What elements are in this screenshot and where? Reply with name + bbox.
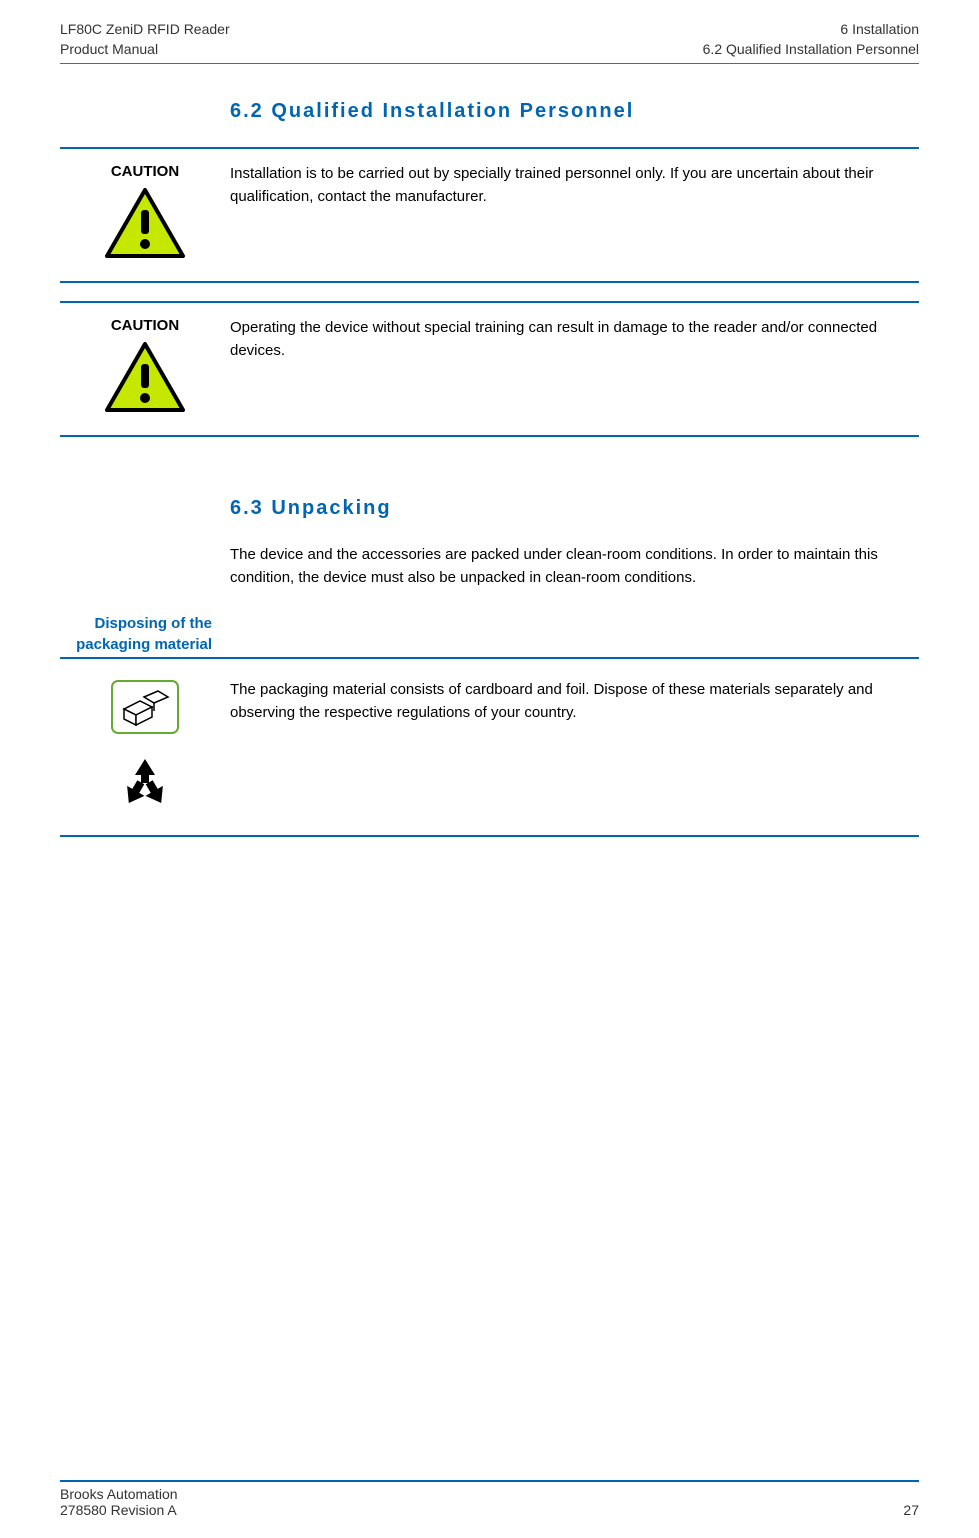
caution-label-2: CAUTION	[60, 317, 230, 334]
caution-block-2: CAUTION Operating the device without spe…	[60, 301, 919, 437]
header-rule	[60, 63, 919, 64]
unpacking-intro: The device and the accessories are packe…	[230, 544, 919, 589]
caution-text-1: Installation is to be carried out by spe…	[230, 163, 919, 263]
recycle-icon	[113, 753, 177, 817]
caution-text-2: Operating the device without special tra…	[230, 317, 919, 417]
section-6-3: 6.3 Unpacking The device and the accesso…	[60, 497, 919, 837]
page-footer: Brooks Automation 278580 Revision A 27	[60, 1480, 919, 1518]
footer-row: Brooks Automation 278580 Revision A 27	[60, 1486, 919, 1518]
footer-page-number: 27	[903, 1502, 919, 1518]
page-header: LF80C ZeniD RFID Reader Product Manual 6…	[60, 0, 919, 59]
footer-rule	[60, 1480, 919, 1482]
warning-triangle-icon	[105, 342, 185, 412]
footer-company: Brooks Automation	[60, 1486, 178, 1502]
header-product: LF80C ZeniD RFID Reader	[60, 20, 230, 40]
disposal-icons	[60, 679, 230, 817]
section-6-3-heading: 6.3 Unpacking	[230, 497, 919, 520]
caution-left-1: CAUTION	[60, 163, 230, 263]
header-chapter: 6 Installation	[703, 20, 919, 40]
packaging-box-icon	[110, 679, 180, 735]
caution-left-2: CAUTION	[60, 317, 230, 417]
caution-block-1: CAUTION Installation is to be carried ou…	[60, 147, 919, 283]
disposal-subheading: Disposing of the packaging material	[60, 613, 230, 655]
footer-revision: 278580 Revision A	[60, 1502, 178, 1518]
caution-label-1: CAUTION	[60, 163, 230, 180]
footer-left: Brooks Automation 278580 Revision A	[60, 1486, 178, 1518]
header-left: LF80C ZeniD RFID Reader Product Manual	[60, 20, 230, 59]
header-right: 6 Installation 6.2 Qualified Installatio…	[703, 20, 919, 59]
section-6-2-heading: 6.2 Qualified Installation Personnel	[230, 100, 919, 123]
disposal-text: The packaging material consists of cardb…	[230, 679, 919, 817]
warning-triangle-icon	[105, 188, 185, 258]
header-section: 6.2 Qualified Installation Personnel	[703, 40, 919, 60]
header-subtitle: Product Manual	[60, 40, 230, 60]
disposal-subheading-row: Disposing of the packaging material	[60, 613, 919, 659]
disposal-info-block: The packaging material consists of cardb…	[60, 679, 919, 837]
